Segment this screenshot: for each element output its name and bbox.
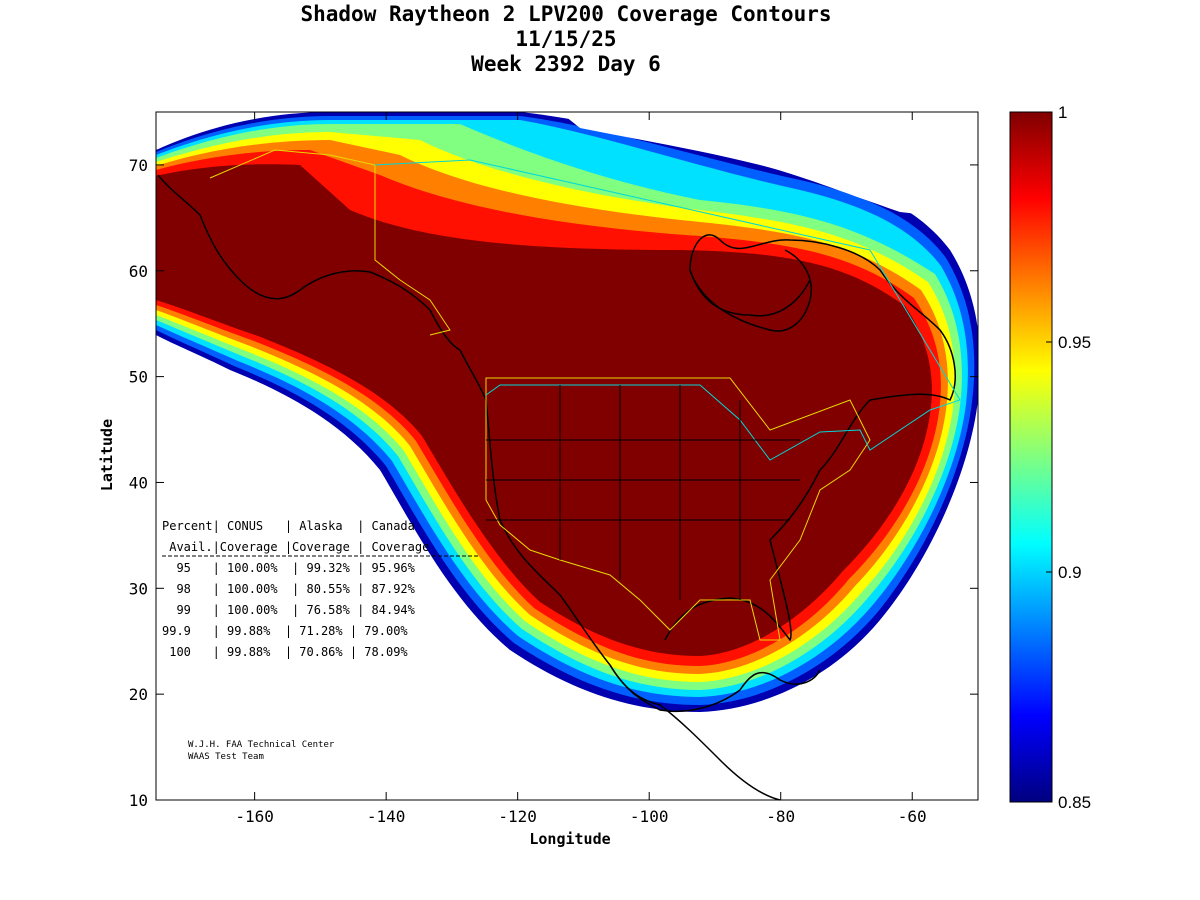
central-america — [609, 664, 781, 801]
x-axis-ticks: -160 -140 -120 -100 -80 -60 — [235, 112, 927, 826]
hudson-bay — [689, 249, 812, 332]
canada-border — [374, 159, 961, 461]
coverage-contours — [156, 112, 978, 712]
coverage-table: Percent| CONUS | Alaska | Canada Avail.|… — [162, 519, 480, 659]
table-row: 99.9 | 99.88% | 71.28% | 79.00% — [162, 624, 408, 638]
x-tick-label: -120 — [498, 807, 537, 826]
x-tick-label: -140 — [367, 807, 406, 826]
x-tick-label: -160 — [235, 807, 274, 826]
y-axis-title: Latitude — [98, 419, 116, 491]
chart-week: Week 2392 Day 6 — [471, 52, 661, 76]
x-tick-label: -100 — [630, 807, 669, 826]
east-canada-coast — [689, 234, 956, 402]
west-coast — [459, 349, 821, 713]
alaska-border — [209, 149, 451, 336]
coastlines — [157, 174, 956, 801]
arctic-region — [560, 112, 978, 235]
conus-border — [485, 377, 871, 641]
y-tick-label: 50 — [129, 368, 148, 387]
chart-date: 11/15/25 — [515, 27, 617, 51]
y-tick-label: 60 — [129, 262, 148, 281]
y-tick-label: 10 — [129, 791, 148, 810]
chart-title: Shadow Raytheon 2 LPV200 Coverage Contou… — [300, 2, 832, 26]
colorbar-tick-label: 0.9 — [1058, 563, 1082, 582]
gulf-coast — [664, 399, 871, 642]
table-header-2: Avail.|Coverage |Coverage | Coverage — [162, 540, 429, 554]
credit-line-1: W.J.H. FAA Technical Center — [188, 740, 335, 750]
x-axis-title: Longitude — [529, 830, 610, 848]
colorbar-tick-label: 0.85 — [1058, 793, 1091, 812]
y-tick-label: 40 — [129, 473, 148, 492]
plot-frame — [155, 111, 979, 801]
table-row: 99 | 100.00% | 76.58% | 84.94% — [162, 603, 416, 617]
credit-line-2: WAAS Test Team — [188, 752, 264, 762]
colorbar-ticks: 1 0.95 0.9 0.85 — [1046, 103, 1091, 812]
x-tick-label: -60 — [898, 807, 927, 826]
table-header-1: Percent| CONUS | Alaska | Canada — [162, 519, 415, 533]
y-tick-label: 20 — [129, 685, 148, 704]
colorbar — [1009, 111, 1053, 803]
colorbar-tick-label: 0.95 — [1058, 333, 1091, 352]
y-tick-label: 30 — [129, 579, 148, 598]
y-tick-label: 70 — [129, 156, 148, 175]
table-row: 100 | 99.88% | 70.86% | 78.09% — [162, 645, 408, 659]
y-axis-ticks: 10 20 30 40 50 60 70 — [129, 156, 978, 810]
table-row: 98 | 100.00% | 80.55% | 87.92% — [162, 582, 416, 596]
state-grid — [486, 385, 800, 600]
colorbar-tick-label: 1 — [1058, 103, 1067, 122]
table-row: 95 | 100.00% | 99.32% | 95.96% — [162, 561, 416, 575]
contour-100 — [156, 164, 932, 656]
boundaries — [209, 149, 961, 641]
x-tick-label: -80 — [766, 807, 795, 826]
alaska-coast — [157, 174, 461, 351]
